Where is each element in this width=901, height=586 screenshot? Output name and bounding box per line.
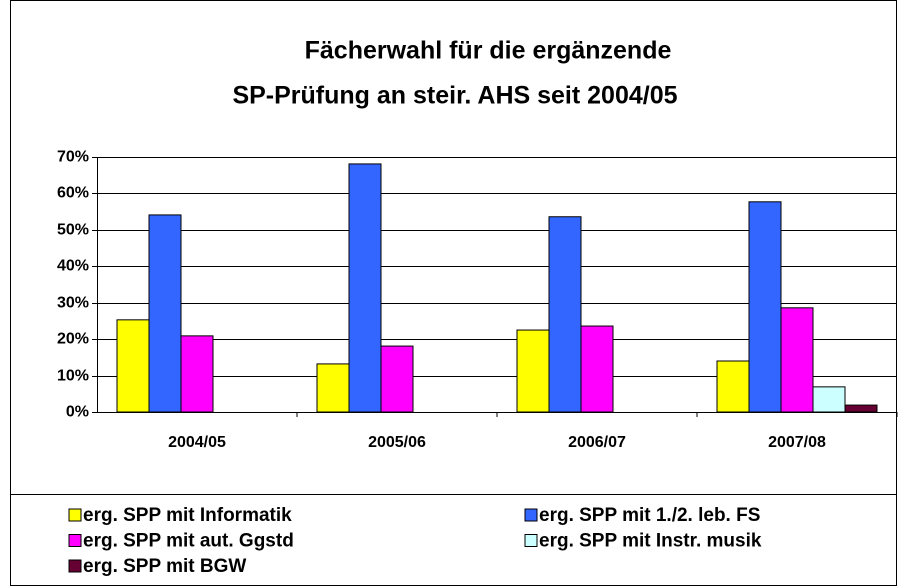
legend-label: erg. SPP mit 1./2. leb. FS [539,505,760,526]
x-tick-label: 2004/05 [168,434,226,451]
y-tick-label: 50% [57,222,89,239]
legend-swatch [524,508,538,522]
bar [180,335,214,413]
bar [116,319,150,413]
legend-label: erg. SPP mit Instr. musik [539,531,762,552]
x-tick-label: 2005/06 [368,434,426,451]
x-tick-label: 2006/07 [568,434,626,451]
legend-swatch [68,559,82,573]
bar [548,216,582,413]
chart-title: Fächerwahl für die ergänzende [305,37,672,65]
legend-label: erg. SPP mit Informatik [83,505,292,526]
bar [380,345,414,413]
bar [812,386,846,413]
bar [780,307,814,413]
bar [716,360,750,413]
x-tick-label: 2007/08 [768,434,826,451]
legend-swatch [68,508,82,522]
legend-label: erg. SPP mit aut. Ggstd [83,531,294,552]
bar [148,214,182,413]
y-tick-label: 70% [57,149,89,166]
legend-swatch [524,534,538,547]
bar [844,404,878,413]
bar [516,329,550,413]
bar [348,163,382,413]
bar [748,201,782,413]
y-tick-label: 30% [57,295,89,312]
legend-swatch [68,534,82,547]
chart-title: SP-Prüfung an steir. AHS seit 2004/05 [232,82,677,110]
y-tick-label: 40% [57,258,89,275]
y-tick-label: 60% [57,185,89,202]
bar [580,325,614,413]
bar [316,363,350,413]
y-tick-label: 0% [66,404,89,421]
y-tick-label: 20% [57,331,89,348]
legend-label: erg. SPP mit BGW [83,556,246,577]
y-tick-label: 10% [57,368,89,385]
